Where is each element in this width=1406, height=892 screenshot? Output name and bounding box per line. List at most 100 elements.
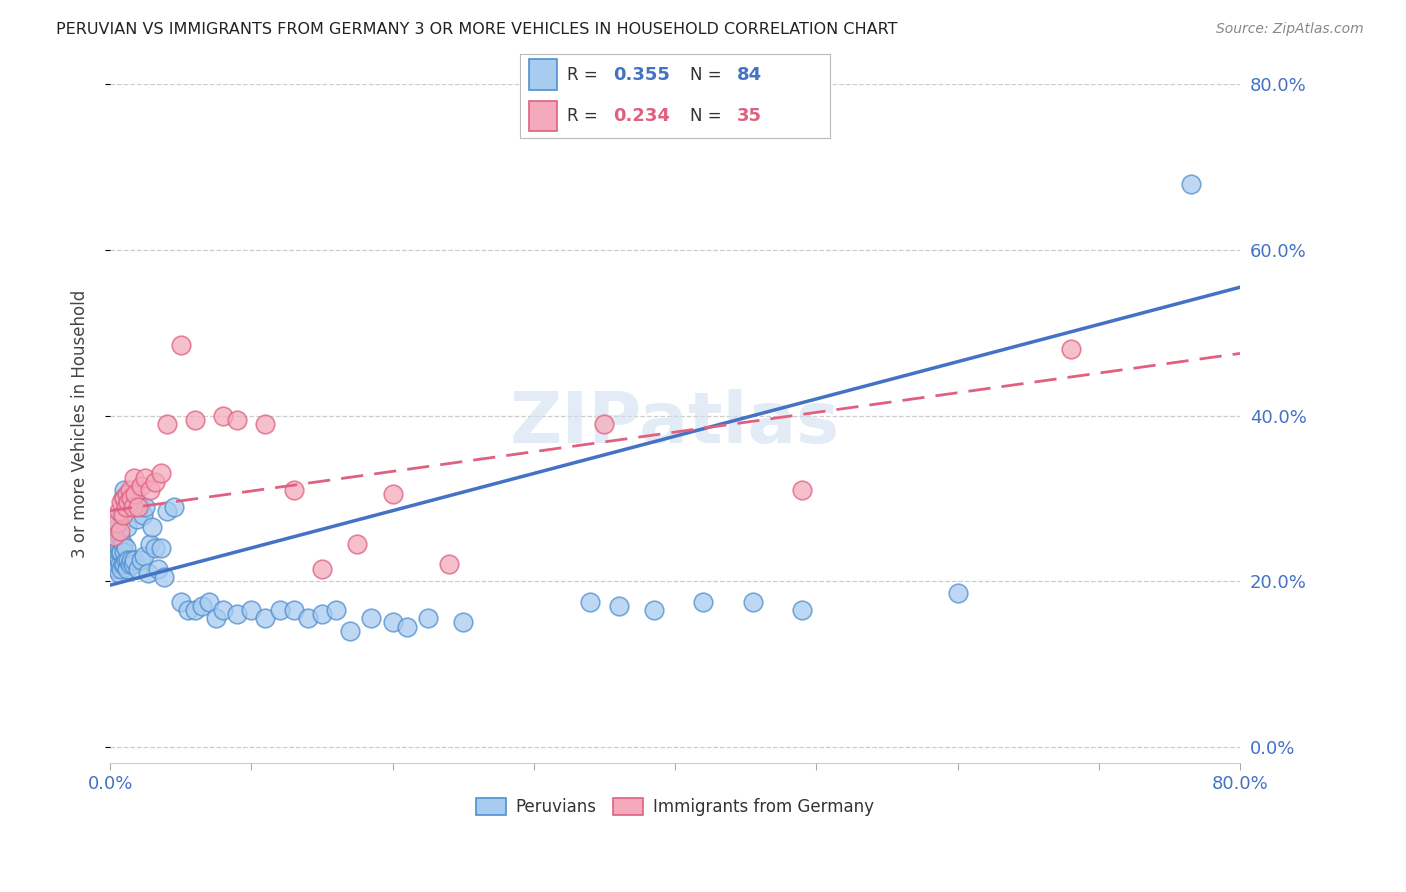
Point [120, 491, 142, 506]
Point [152, 570, 174, 584]
Point [110, 495, 132, 509]
Point [103, 528, 125, 542]
FancyBboxPatch shape [530, 101, 557, 131]
Point [226, 412, 249, 426]
Point [149, 467, 172, 481]
Point [112, 483, 135, 497]
Point [177, 603, 200, 617]
Point [143, 475, 166, 489]
Point [162, 500, 184, 514]
Point [111, 537, 134, 551]
Point [792, 483, 814, 497]
Point [149, 541, 172, 555]
Text: N =: N = [690, 107, 727, 125]
Text: 35: 35 [737, 107, 762, 125]
Point [114, 553, 136, 567]
Point [112, 491, 135, 506]
Point [115, 487, 138, 501]
Point [122, 553, 145, 567]
Point [131, 508, 153, 522]
Point [692, 595, 714, 609]
Y-axis label: 3 or more Vehicles in Household: 3 or more Vehicles in Household [72, 290, 89, 558]
Point [104, 524, 127, 539]
Point [205, 611, 228, 625]
Text: 84: 84 [737, 66, 762, 84]
Point [118, 558, 141, 572]
Point [111, 508, 134, 522]
Point [1180, 177, 1202, 191]
Point [118, 487, 141, 501]
Point [155, 504, 177, 518]
Point [120, 553, 142, 567]
Point [360, 611, 382, 625]
Point [311, 561, 333, 575]
Point [115, 561, 138, 575]
Point [643, 603, 665, 617]
Point [110, 545, 132, 559]
FancyBboxPatch shape [530, 60, 557, 90]
Point [134, 470, 156, 484]
Point [111, 558, 134, 572]
Point [108, 558, 131, 572]
Point [111, 491, 134, 506]
Text: N =: N = [690, 66, 727, 84]
Point [117, 553, 139, 567]
Point [129, 479, 152, 493]
Point [108, 524, 131, 539]
Point [143, 541, 166, 555]
Point [122, 470, 145, 484]
Point [107, 541, 129, 555]
Point [103, 528, 125, 542]
Point [136, 566, 159, 580]
Point [107, 566, 129, 580]
Point [792, 603, 814, 617]
Point [283, 603, 305, 617]
Point [138, 483, 160, 497]
Point [269, 603, 291, 617]
Point [103, 537, 125, 551]
Point [117, 495, 139, 509]
Point [114, 500, 136, 514]
Point [108, 545, 131, 559]
Point [607, 599, 630, 613]
Point [104, 558, 127, 572]
Point [105, 520, 128, 534]
Point [110, 508, 132, 522]
Point [120, 495, 142, 509]
Point [311, 607, 333, 622]
Point [114, 541, 136, 555]
Point [105, 549, 128, 564]
Point [127, 500, 149, 514]
Point [121, 558, 143, 572]
Point [451, 615, 474, 630]
Point [593, 417, 616, 431]
Point [416, 611, 439, 625]
Point [212, 603, 235, 617]
Point [118, 483, 141, 497]
Text: Source: ZipAtlas.com: Source: ZipAtlas.com [1216, 22, 1364, 37]
Point [741, 595, 763, 609]
Point [132, 549, 155, 564]
Point [128, 500, 150, 514]
Point [381, 615, 404, 630]
Point [325, 603, 347, 617]
Point [184, 412, 207, 426]
Point [283, 483, 305, 497]
Point [395, 619, 418, 633]
Point [297, 611, 319, 625]
Point [112, 558, 135, 572]
Text: 0.355: 0.355 [613, 66, 669, 84]
Point [117, 495, 139, 509]
Point [112, 545, 135, 559]
Point [134, 500, 156, 514]
Point [240, 603, 263, 617]
Point [101, 549, 124, 564]
Text: 0.234: 0.234 [613, 107, 669, 125]
Point [129, 553, 152, 567]
Point [141, 520, 163, 534]
Point [579, 595, 602, 609]
Point [170, 338, 193, 352]
Point [104, 541, 127, 555]
Point [155, 417, 177, 431]
Point [105, 561, 128, 575]
